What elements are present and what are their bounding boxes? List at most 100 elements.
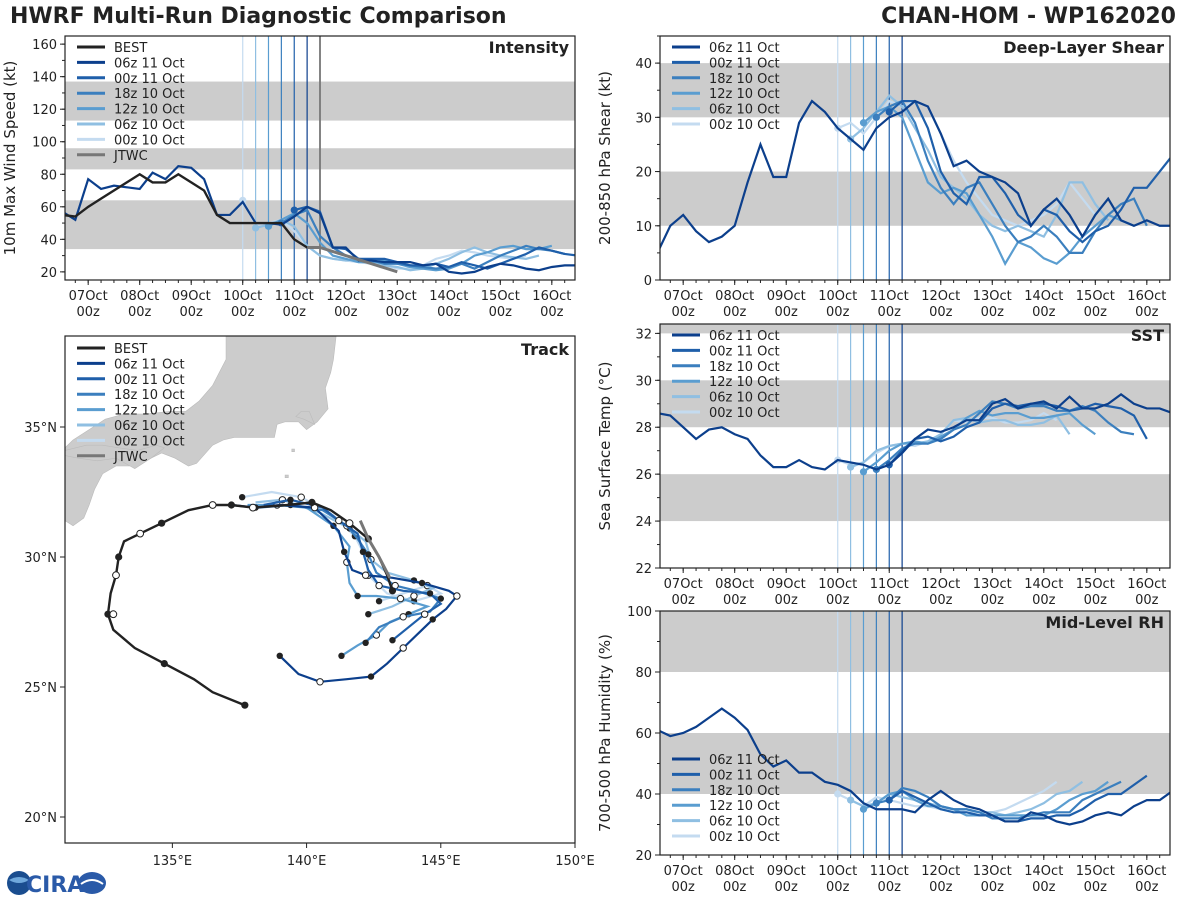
x-tick-label-hour: 00z [437, 305, 461, 320]
y-tick-label: 32 [635, 327, 652, 342]
y-tick-label: 100 [627, 605, 652, 620]
x-tick-label-hour: 00z [826, 305, 850, 320]
y-tick-label: 60 [635, 727, 652, 742]
series-line-12z-10-oct [862, 105, 1135, 267]
series-line-12z-10-oct [862, 409, 1096, 473]
y-tick-label: 26 [635, 468, 652, 483]
panel-title: Track [521, 340, 569, 359]
series-start-point [252, 224, 260, 232]
chart-rh: 2040608010007Oct00z08Oct00z09Oct00z10Oct… [596, 605, 1171, 895]
x-tick-label-hour: 00z [929, 880, 953, 895]
x-tick-label-hour: 00z [929, 305, 953, 320]
x-tick-label-hour: 00z [1084, 305, 1108, 320]
x-tick-label-day: 08Oct [120, 289, 159, 304]
y-axis-label: Sea Surface Temp (°C) [596, 361, 614, 530]
logo-text: CIRA [26, 873, 84, 898]
shade-band [660, 611, 1170, 672]
track-point-open [453, 592, 461, 600]
x-tick-label-day: 13Oct [973, 289, 1012, 304]
globe-swirl-icon [9, 877, 29, 883]
series-line-18z-10-oct [875, 99, 1148, 254]
series-line-06z-11-oct [660, 707, 1170, 826]
series-line-06z-11-oct [660, 99, 1170, 251]
track-point [362, 639, 369, 646]
series-start-point [859, 119, 868, 127]
x-tick-label-day: 15Oct [1076, 289, 1115, 304]
x-tick-label-day: 12Oct [921, 864, 960, 879]
y-axis-label: 10m Max Wind Speed (kt) [1, 61, 19, 256]
map-frame [64, 335, 576, 844]
track-point [437, 595, 444, 602]
x-tick-label-day: 16Oct [532, 289, 571, 304]
x-tick-label-day: 08Oct [715, 289, 754, 304]
x-tick-label-day: 09Oct [172, 289, 211, 304]
legend-label: BEST [114, 342, 147, 357]
track-point [359, 548, 367, 555]
best-track-line [65, 172, 320, 249]
shade-band [660, 474, 1170, 522]
track-point [365, 611, 372, 618]
x-tick-label-day: 14Oct [429, 289, 468, 304]
legend-label: 00z 10 Oct [114, 133, 185, 148]
x-tick-label-day: 13Oct [973, 577, 1012, 592]
x-tick-label-day: 09Oct [767, 864, 806, 879]
x-tick-label-day: 10Oct [223, 289, 262, 304]
track-point-open [410, 592, 418, 600]
track-point [389, 637, 396, 644]
x-tick-label-day: 16Oct [1127, 289, 1166, 304]
chart-intensity: 2040608010012014016007Oct00z08Oct00z09Oc… [1, 35, 576, 320]
x-tick-label-hour: 00z [929, 593, 953, 608]
x-tick-label-hour: 00z [1135, 305, 1159, 320]
track-point [276, 652, 283, 659]
best-track-point-open [208, 501, 217, 509]
legend-label: 00z 10 Oct [709, 830, 780, 845]
legend-label: 06z 11 Oct [709, 753, 780, 768]
series-start-point [847, 463, 855, 471]
cira-logo-graphic: CIRA [7, 871, 106, 898]
best-track-line [106, 501, 394, 707]
legend-label: 12z 10 Oct [709, 799, 780, 814]
best-track-point-open [136, 529, 145, 538]
x-tick-label-hour: 00z [1084, 880, 1108, 895]
x-tick-label-hour: 00z [1135, 593, 1159, 608]
legend-label: 06z 10 Oct [709, 815, 780, 830]
legend-label: 18z 10 Oct [114, 87, 185, 102]
x-tick-label-hour: 00z [386, 305, 410, 320]
x-tick-label-hour: 00z [1135, 880, 1159, 895]
x-tick-label-hour: 00z [981, 593, 1005, 608]
lat-tick-label: 20°N [24, 811, 57, 826]
y-tick-label: 40 [40, 233, 57, 248]
track-point-open [396, 594, 405, 603]
x-tick-label-hour: 00z [231, 305, 255, 320]
legend-label: 18z 10 Oct [709, 360, 780, 375]
best-track-point-open [109, 610, 118, 619]
track-point [365, 551, 372, 558]
x-tick-label-hour: 00z [671, 880, 695, 895]
track-point-open [375, 581, 383, 590]
legend-label: 06z 10 Oct [114, 419, 185, 434]
y-tick-label: 30 [635, 111, 652, 126]
x-tick-label-hour: 00z [981, 880, 1005, 895]
plot-area [660, 393, 1170, 476]
x-tick-label-hour: 00z [180, 305, 204, 320]
legend-label: 06z 11 Oct [114, 357, 185, 372]
lon-tick-label: 135°E [153, 854, 193, 869]
track-point-open [399, 644, 407, 652]
x-tick-label-day: 10Oct [818, 864, 857, 879]
legend-label: 00z 11 Oct [709, 56, 780, 71]
legend-label: 18z 10 Oct [709, 784, 780, 799]
legend-label: 00z 11 Oct [709, 344, 780, 359]
y-tick-label: 40 [635, 57, 652, 72]
legend-label: 00z 11 Oct [114, 373, 185, 388]
track-point [418, 579, 426, 587]
x-tick-label-day: 12Oct [326, 289, 365, 304]
legend-label: 12z 10 Oct [709, 87, 780, 102]
series-start-point [885, 796, 893, 804]
legend-label: JTWC [113, 450, 148, 465]
track-point [238, 494, 246, 501]
y-tick-label: 30 [635, 374, 652, 389]
x-tick-label-hour: 00z [1032, 593, 1056, 608]
series-start-point [847, 796, 855, 804]
x-tick-label-day: 11Oct [870, 577, 909, 592]
